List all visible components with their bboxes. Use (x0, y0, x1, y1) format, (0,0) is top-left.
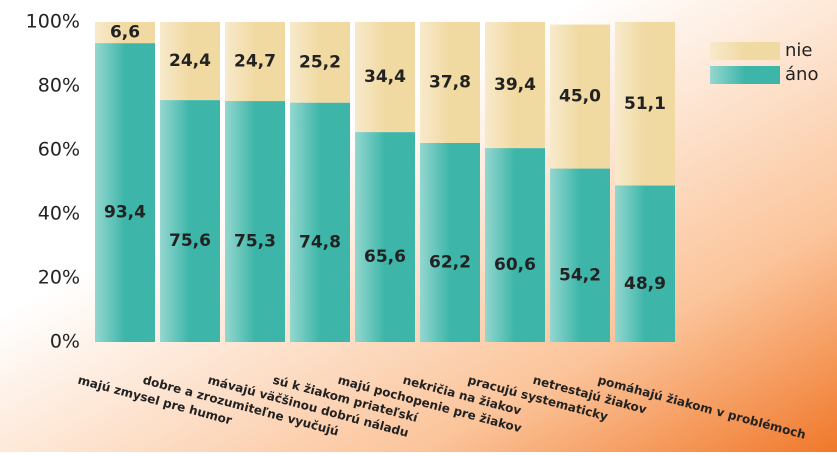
value-label: 37,8 (429, 72, 471, 92)
value-label: 74,8 (299, 232, 341, 252)
y-tick-label: 100% (26, 11, 80, 33)
value-label: 6,6 (110, 23, 140, 43)
value-label: 25,2 (299, 52, 341, 72)
legend-shine (710, 66, 780, 84)
bar-shine (290, 102, 350, 342)
bar-shine (355, 22, 415, 133)
bar-shine (160, 22, 220, 101)
value-label: 75,3 (234, 232, 276, 252)
y-tick-label: 80% (38, 75, 80, 97)
value-label: 24,7 (234, 52, 276, 72)
y-tick-label: 20% (38, 267, 80, 289)
value-label: 39,4 (494, 75, 536, 95)
value-label: 51,1 (624, 94, 666, 114)
value-label: 24,4 (169, 51, 211, 71)
value-label: 65,6 (364, 247, 406, 267)
bar-shine (615, 22, 675, 186)
value-label: 54,2 (559, 265, 601, 285)
y-tick-label: 0% (50, 331, 80, 353)
value-label: 48,9 (624, 274, 666, 294)
value-label: 34,4 (364, 67, 406, 87)
bar-shine (485, 148, 545, 342)
value-label: 93,4 (104, 203, 146, 223)
y-tick-label: 40% (38, 203, 80, 225)
value-label: 45,0 (559, 87, 601, 107)
bar-shine (420, 22, 480, 143)
bar-shine (550, 24, 610, 169)
bar-shine (420, 142, 480, 342)
value-label: 75,6 (169, 231, 211, 251)
value-label: 62,2 (429, 252, 471, 272)
bar-shine (615, 185, 675, 342)
bar-shine (355, 132, 415, 342)
value-label: 60,6 (494, 255, 536, 275)
bar-shine (225, 101, 285, 342)
bar-shine (290, 22, 350, 103)
bar-shine (95, 22, 155, 44)
y-tick-label: 60% (38, 139, 80, 161)
bar-shine (225, 22, 285, 102)
legend-label: áno (785, 64, 818, 85)
bar-shine (485, 22, 545, 149)
bar-shine (160, 100, 220, 342)
legend-label: nie (785, 40, 812, 61)
legend-shine (710, 42, 780, 60)
bar-shine (95, 43, 155, 343)
bar-shine (550, 168, 610, 342)
